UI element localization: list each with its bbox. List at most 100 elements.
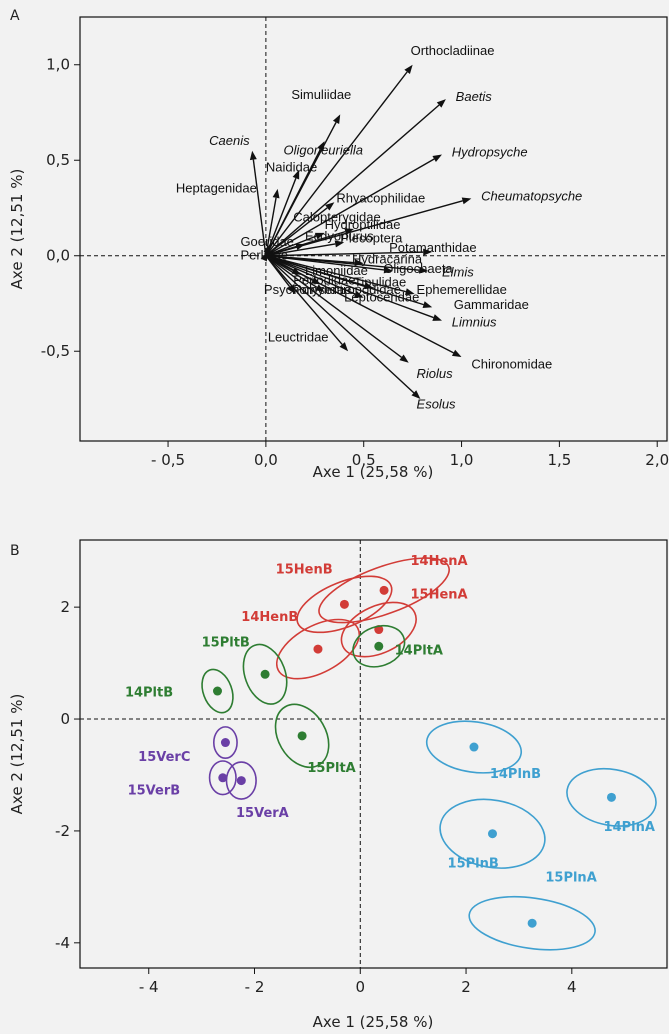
vector-arrow [265, 177, 297, 256]
panel-b-x-tick-label: - 2 [245, 978, 265, 996]
vector-label: Cheumatopsyche [481, 188, 582, 203]
group-centroid [487, 829, 497, 839]
vector-label: Chironomidae [471, 356, 552, 371]
vector-label: Caenis [209, 133, 250, 148]
vector-label: Perlidae [240, 248, 288, 263]
vector-label: Elmis [442, 265, 474, 280]
panel-b-x-tick-label: 4 [567, 978, 577, 996]
vector-arrowhead [399, 354, 409, 363]
group-ellipse [212, 726, 238, 759]
vector-arrowhead [418, 266, 429, 274]
panel-b-y-tick-label: -4 [55, 934, 70, 952]
group-label: 15PltB [202, 635, 250, 650]
vector-arrow [265, 255, 407, 293]
panel-a-y-tick-label: -0,5 [41, 342, 70, 360]
group-centroid [212, 686, 222, 696]
group-label: 15HenA [411, 588, 468, 603]
group-label: 14PltA [395, 644, 443, 659]
group-centroid [606, 792, 616, 802]
group-ellipse [275, 618, 360, 680]
panel-a-x-tick-label: - 0,5 [151, 451, 185, 469]
group-ellipse [340, 601, 417, 658]
panel-b-y-tick-label: 0 [60, 710, 70, 728]
vector-arrowhead [461, 197, 472, 205]
vector-label: Leuctridae [268, 330, 329, 345]
group-ellipse [425, 720, 523, 774]
vector-arrow [265, 104, 440, 257]
vector-arrow [265, 251, 424, 257]
vector-label: Esolus [417, 397, 457, 412]
group-label: 15PltA [307, 761, 355, 776]
group-centroid [218, 773, 228, 783]
panel-a-x-tick-label: 0,0 [254, 451, 278, 469]
group-centroid [527, 918, 537, 928]
vector-label: Hydracarina [352, 251, 423, 266]
group-label: 15HenB [276, 563, 333, 578]
panel-a-x-tick-label: 1,5 [547, 451, 571, 469]
vector-label: Simuliidae [291, 87, 351, 102]
vector-arrow [252, 159, 267, 256]
group-centroid [297, 731, 307, 741]
group-ellipse [201, 668, 234, 714]
group-ellipse [225, 761, 257, 800]
vector-label: Oligoneuriella [283, 143, 363, 158]
vector-arrow [265, 158, 435, 257]
vector-label: Ephemerellidae [417, 282, 507, 297]
vector-arrowhead [432, 314, 442, 321]
vector-label: Tipulidae [354, 274, 406, 289]
vector-arrow [265, 255, 294, 272]
vector-label: Hydroptilidae [325, 217, 401, 232]
vector-arrowhead [436, 99, 446, 108]
group-label: 15VerA [236, 806, 289, 821]
panel-b-groups: 14HenA 15HenB 15HenA 14HenB 14PltA 15PltB 14Pl… [125, 554, 657, 951]
panel-a: A - 0,5 0,0 0,5 1,0 1,5 2,0 1,0 0,5 0,0 -0,5 Orth… [8, 8, 669, 481]
vector-arrowhead [314, 232, 325, 240]
vector-arrowhead [404, 64, 413, 75]
vector-label: Plecoptera [340, 230, 403, 245]
vector-label: Gammaridae [454, 297, 529, 312]
vector-arrow [265, 255, 415, 394]
group-ellipse [566, 767, 657, 827]
group-label: 14PlnA [604, 820, 655, 835]
vector-label: Hydropsyche [452, 144, 528, 159]
group-centroid [379, 585, 389, 595]
vector-arrow [265, 255, 402, 358]
panel-a-frame [79, 16, 668, 442]
vector-label: Limnius [452, 314, 497, 329]
vector-label: Rhyacophilidae [336, 190, 425, 205]
group-centroid [339, 599, 349, 609]
vector-arrowhead [363, 282, 374, 289]
panel-b-y-axis-label: Axe 2 (12,51 %) [8, 694, 26, 815]
panel-b: B - 4- 2 0 2 420-2-4 14HenA15HenB15HenA14He… [8, 539, 668, 1031]
panel-b-y-tick-label: 2 [60, 598, 70, 616]
vector-label: Leptoceridae [344, 290, 419, 305]
group-label: 14PlnB [490, 767, 541, 782]
vector-arrowhead [286, 284, 296, 294]
vector-arrow [265, 255, 385, 271]
vector-label: Baetis [456, 89, 493, 104]
vector-arrow [265, 255, 343, 345]
group-label: 15VerB [128, 784, 181, 799]
group-centroid [236, 776, 246, 786]
panel-b-x-axis-label: Axe 1 (25,58 %) [313, 1013, 434, 1031]
vector-label: Oligochaeta [383, 261, 453, 276]
panel-b-x-tick-label: 2 [461, 978, 471, 996]
panel-a-ticks: - 0,5 0,0 0,5 1,0 1,5 2,0 1,0 0,5 0,0 -0,5 [41, 56, 669, 469]
vector-arrowhead [332, 114, 341, 124]
vector-arrow [265, 197, 277, 256]
panel-a-x-tick-label: 1,0 [450, 451, 474, 469]
group-ellipse [242, 643, 288, 705]
vector-label: Ecdyonurus [305, 228, 374, 243]
vector-arrowhead [383, 266, 394, 274]
group-ellipse [439, 798, 546, 869]
group-centroid [374, 641, 384, 651]
vector-arrowhead [272, 188, 280, 199]
vector-label: Limoniidae [305, 263, 368, 278]
vector-label: Polycentropodidae [293, 282, 401, 297]
vector-arrowhead [354, 290, 364, 298]
vector-arrowhead [291, 267, 302, 275]
vector-arrowhead [260, 251, 268, 262]
vector-label: Potamanthidae [389, 240, 476, 255]
vector-label: Orthocladiinae [411, 43, 495, 58]
